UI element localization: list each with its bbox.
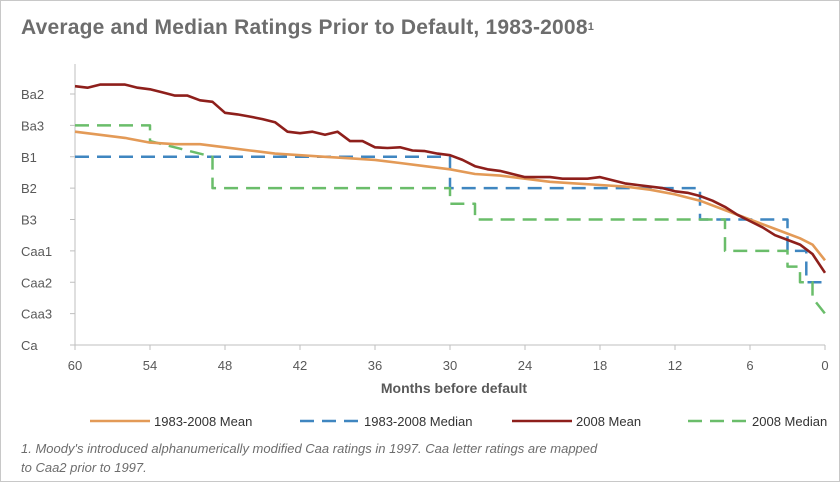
footnote-line-1: 1. Moody's introduced alphanumerically m… bbox=[21, 441, 598, 456]
title-footnote-marker: 1 bbox=[587, 21, 595, 33]
x-tick-label: 30 bbox=[443, 358, 457, 373]
legend-label: 1983-2008 Mean bbox=[154, 414, 252, 429]
footnote: 1. Moody's introduced alphanumerically m… bbox=[21, 439, 801, 477]
y-tick-label: Caa3 bbox=[21, 307, 52, 322]
x-tick-label: 12 bbox=[668, 358, 682, 373]
chart-legend: 1983-2008 Mean 1983-2008 Median 2008 Mean 2… bbox=[90, 414, 827, 429]
chart-series bbox=[74, 83, 827, 315]
x-tick-label: 48 bbox=[218, 358, 232, 373]
y-tick-label: B3 bbox=[21, 213, 37, 228]
chart-title: Average and Median Ratings Prior to Defa… bbox=[21, 16, 594, 40]
y-tick-label: B1 bbox=[21, 150, 37, 165]
series-line-4 bbox=[75, 124, 826, 315]
legend-label: 2008 Median bbox=[752, 414, 827, 429]
x-tick-label: 54 bbox=[143, 358, 157, 373]
x-axis-label: Months before default bbox=[381, 380, 528, 396]
y-tick-label: Ba2 bbox=[21, 87, 44, 102]
y-tick-label: Ba3 bbox=[21, 118, 44, 133]
series-line-3 bbox=[74, 83, 827, 274]
x-tick-label: 18 bbox=[593, 358, 607, 373]
legend-label: 2008 Mean bbox=[576, 414, 641, 429]
legend-label: 1983-2008 Median bbox=[364, 414, 472, 429]
chart-title-text: Average and Median Ratings Prior to Defa… bbox=[21, 16, 588, 39]
y-tick-label: B2 bbox=[21, 181, 37, 196]
x-tick-label: 6 bbox=[746, 358, 753, 373]
series-line-2 bbox=[75, 155, 825, 284]
x-tick-label: 60 bbox=[68, 358, 82, 373]
footnote-line-2: to Caa2 prior to 1997. bbox=[21, 460, 147, 475]
y-tick-label: Caa1 bbox=[21, 244, 52, 259]
x-tick-label: 36 bbox=[368, 358, 382, 373]
y-tick-label: Ca bbox=[21, 338, 38, 353]
y-tick-label: Caa2 bbox=[21, 275, 52, 290]
x-tick-label: 24 bbox=[518, 358, 532, 373]
x-tick-label: 0 bbox=[821, 358, 828, 373]
x-tick-label: 42 bbox=[293, 358, 307, 373]
